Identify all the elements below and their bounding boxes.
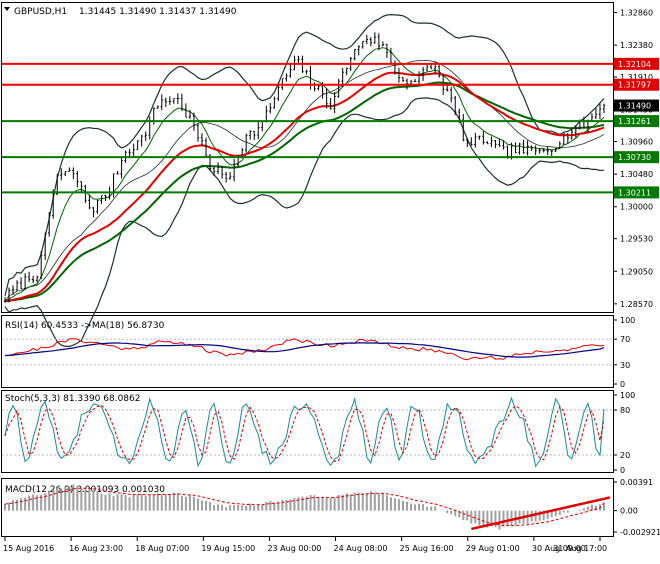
price-tick-label: 1.32860	[620, 9, 653, 18]
time-tick-label: 30 Aug 09:00	[532, 544, 586, 553]
macd-tick-label: 0.00	[620, 507, 638, 516]
macd-pane[interactable]	[1, 478, 614, 537]
rsi-tick-label: 70	[620, 335, 630, 344]
current-price-label: 1.31490	[618, 102, 651, 111]
macd-tick-label: 0.00391	[620, 478, 653, 487]
level-label-box	[614, 115, 659, 128]
level-label-box	[614, 151, 659, 164]
stoch-tick-label: 100	[620, 391, 635, 400]
ma-fast[interactable]	[4, 47, 605, 302]
price-tick-label: 1.30480	[620, 170, 653, 179]
stoch-tick-label: 80	[620, 406, 630, 415]
level-label: 1.31261	[618, 117, 651, 126]
time-tick-label: 25 Aug 16:00	[400, 544, 454, 553]
stoch-title: Stoch(5,3,3) 81.3390 68.0862	[5, 394, 140, 404]
macd-trend-line[interactable]	[471, 496, 611, 531]
time-tick-label: 23 Aug 00:00	[267, 544, 321, 553]
level-label: 1.32104	[618, 60, 651, 69]
price-tick-label: 1.29530	[620, 235, 653, 244]
time-tick-label: 24 Aug 08:00	[334, 544, 388, 553]
price-pane[interactable]	[1, 2, 614, 313]
level-label: 1.30730	[618, 153, 651, 162]
time-tick-label: 31 Aug 17:00	[553, 544, 607, 553]
price-tick-label: 1.30000	[620, 203, 653, 212]
stoch-tick-label: 20	[620, 451, 630, 460]
level-label: 1.30211	[618, 188, 651, 197]
bollinger-upper[interactable]	[4, 13, 605, 296]
rsi-ma-line[interactable]	[4, 342, 605, 358]
price-tick-label: 1.31910	[620, 73, 653, 82]
time-tick-label: 18 Aug 07:00	[135, 544, 189, 553]
rsi-pane[interactable]	[1, 315, 614, 388]
macd-signal-line[interactable]	[4, 487, 605, 527]
level-label-box	[614, 78, 659, 91]
rsi-tick-label: 100	[620, 316, 635, 325]
level-label-box	[614, 186, 659, 199]
ohlc-readout: 1.31445 1.31490 1.31437 1.31490	[79, 7, 237, 17]
time-tick-label: 16 Aug 23:00	[69, 544, 123, 553]
price-tick-label: 1.30960	[620, 138, 653, 147]
ma-slow-green[interactable]	[4, 81, 605, 303]
level-label: 1.31797	[618, 81, 651, 90]
rsi-tick-label: 30	[620, 361, 630, 370]
ma-red[interactable]	[4, 71, 605, 303]
time-tick-label: 19 Aug 15:00	[201, 544, 255, 553]
current-price-box	[614, 99, 659, 112]
time-tick-label: 15 Aug 2016	[3, 544, 54, 553]
time-tick-label: 29 Aug 01:00	[466, 544, 520, 553]
price-tick-label: 1.32380	[620, 41, 653, 50]
rsi-title: RSI(14) 60.4533 ->MA(18) 56.8730	[5, 321, 165, 331]
price-tick-label: 1.28570	[620, 300, 653, 309]
rsi-tick-label: 0	[620, 380, 625, 389]
price-tick-label: 1.29050	[620, 267, 653, 276]
level-label-box	[614, 57, 659, 70]
stoch-pane[interactable]	[1, 390, 614, 473]
macd-tick-label: -0.002921	[620, 528, 660, 537]
rsi-line[interactable]	[4, 338, 605, 361]
chart-menu-icon[interactable]	[4, 7, 10, 11]
chart-title: GBPUSD,H1	[14, 7, 67, 17]
stoch-signal-line[interactable]	[4, 404, 605, 462]
stoch-tick-label: 0	[620, 466, 625, 475]
stoch-main-line[interactable]	[4, 396, 605, 468]
